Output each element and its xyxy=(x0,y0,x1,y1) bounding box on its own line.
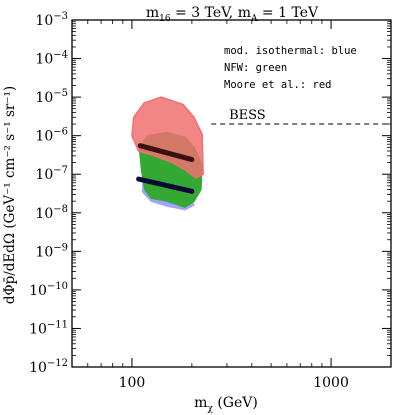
y-tick-label: 10−3 xyxy=(35,11,68,29)
y-tick-label: 10−11 xyxy=(29,319,68,337)
line-moore-et-al-central xyxy=(137,143,195,163)
y-axis-label: dΦp̄/dEdΩ (GeV⁻¹ cm⁻² s⁻¹ sr⁻¹) xyxy=(2,86,18,304)
annotations: BESS xyxy=(211,108,391,125)
legend-item-moore: Moore et al.: red xyxy=(224,79,331,91)
x-axis-label: mχ (GeV) xyxy=(194,395,258,414)
legend-item-mod-isothermal: mod. isothermal: blue xyxy=(224,45,357,57)
y-axis: 10−3 10−4 10−5 10−6 10−7 10−8 10−9 10−10 10−11 10… xyxy=(29,11,391,376)
plot-frame xyxy=(71,19,392,368)
y-tick-label: 10−6 xyxy=(35,127,68,145)
chart-title: m16 = 3 TeV, mA = 1 TeV xyxy=(146,5,319,24)
x-tick-label: 1000 xyxy=(313,375,349,391)
y-tick-label: 10−7 xyxy=(35,165,68,183)
x-tick-label: 100 xyxy=(119,375,146,391)
y-tick-label: 10−4 xyxy=(35,50,68,68)
y-tick-label: 10−8 xyxy=(35,204,68,222)
annotation-bess-label: BESS xyxy=(229,108,266,123)
y-tick-label: 10−9 xyxy=(35,242,68,260)
line-mod-isothermal-nfw-central xyxy=(136,176,195,194)
y-tick-label: 10−12 xyxy=(29,358,68,376)
y-tick-label: 10−5 xyxy=(35,88,68,106)
central-lines xyxy=(136,143,195,194)
y-tick-label: 10−10 xyxy=(29,281,68,299)
legend-item-nfw: NFW: green xyxy=(224,62,287,74)
x-axis: 100 1000 xyxy=(71,20,392,391)
legend: mod. isothermal: blue NFW: green Moore e… xyxy=(224,45,357,91)
